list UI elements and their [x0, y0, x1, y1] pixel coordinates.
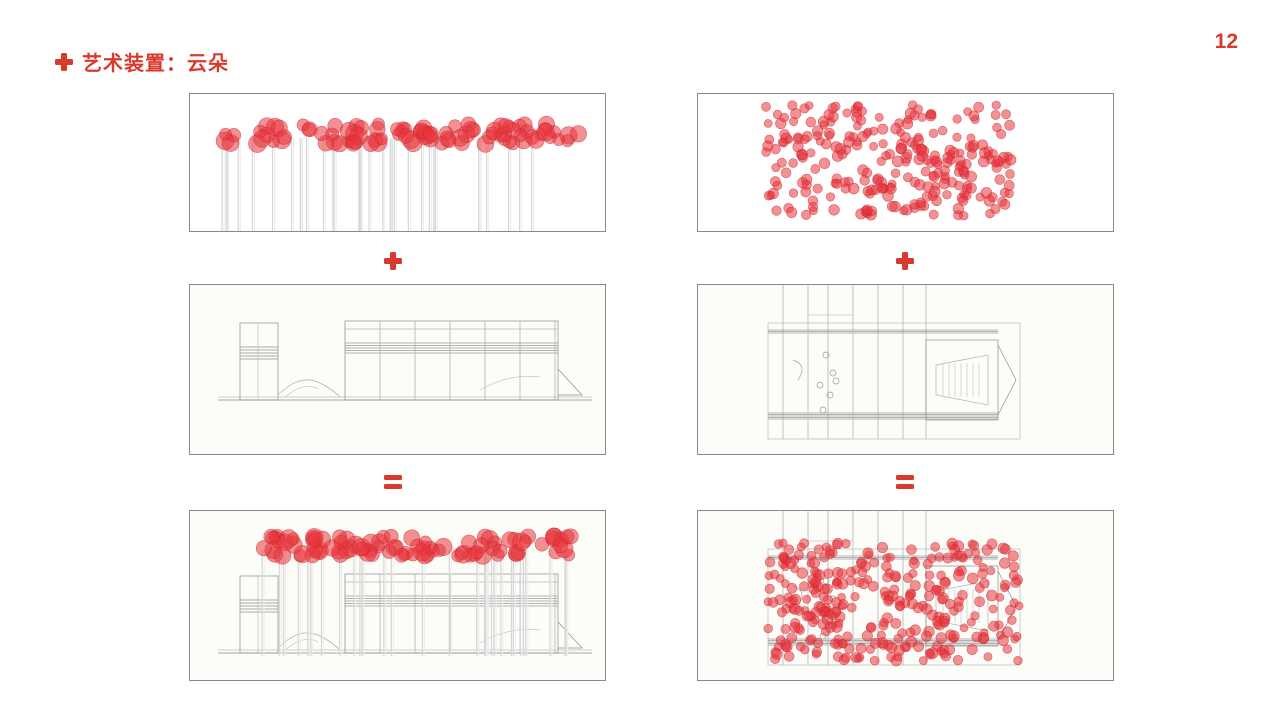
combined-plan-panel [697, 510, 1114, 681]
page-title: 艺术装置：云朵 [54, 47, 229, 76]
building-elevation-panel [189, 284, 606, 455]
combined-elevation-panel [189, 510, 606, 681]
combined-plan-drawing [763, 511, 1024, 667]
cloud-elevation-panel [189, 93, 606, 232]
combined-elevation-drawing [218, 527, 592, 656]
equals-icon [384, 475, 402, 489]
building-elevation-drawing [218, 320, 592, 401]
cloud-elevation-drawing [215, 115, 587, 231]
cloud-plan-drawing [761, 100, 1017, 221]
title-text: 艺术装置：云朵 [82, 51, 229, 75]
building-plan-panel [697, 284, 1114, 455]
plus-icon [55, 52, 73, 71]
building-plan-drawing [767, 285, 1021, 440]
plus-icon [896, 252, 914, 270]
plus-icon [384, 252, 402, 270]
page-number: 12 [1214, 30, 1238, 53]
cloud-plan-panel [697, 93, 1114, 232]
equals-icon [896, 475, 914, 489]
